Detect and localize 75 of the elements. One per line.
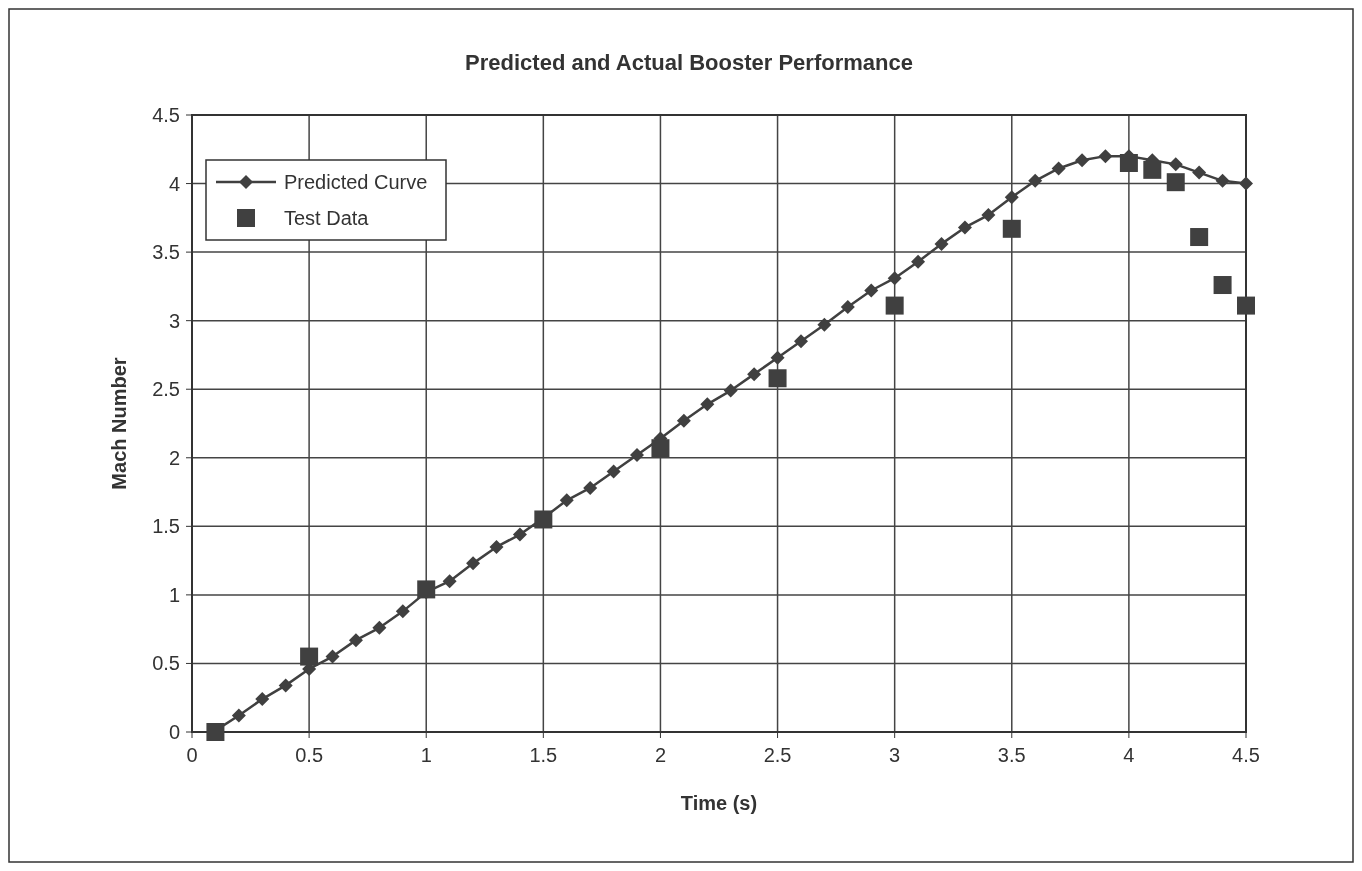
y-tick-label: 2.5	[152, 378, 180, 401]
x-tick-label: 2	[654, 744, 667, 766]
y-axis-title: Mach Number	[108, 357, 130, 490]
point	[1192, 165, 1207, 180]
point	[466, 556, 481, 571]
point	[1237, 296, 1255, 315]
point	[630, 448, 645, 463]
y-tick-label: 4	[168, 172, 180, 195]
point	[583, 480, 598, 495]
chart-title: Predicted and Actual Booster Performance	[465, 50, 913, 75]
y-tick-label: 3	[168, 309, 180, 332]
point	[723, 383, 738, 398]
x-tick-label: 3	[889, 744, 901, 766]
point	[911, 254, 926, 269]
point	[372, 620, 387, 635]
point	[1075, 153, 1090, 168]
point	[768, 369, 787, 388]
y-tick-label: 0.5	[152, 652, 180, 675]
point	[1143, 160, 1162, 179]
y-tick-label: 2	[168, 446, 180, 469]
x-axis-title: Time (s)	[680, 792, 758, 814]
x-tick-label: 0	[186, 744, 198, 766]
x-tick-label: 4.5	[1232, 744, 1260, 766]
point	[1098, 149, 1113, 164]
point	[1213, 276, 1232, 295]
point	[417, 580, 436, 599]
point	[1028, 173, 1043, 188]
point	[651, 439, 670, 458]
point	[981, 208, 996, 223]
x-tick-label: 2.5	[763, 744, 792, 766]
point	[1004, 190, 1019, 205]
point	[300, 647, 319, 666]
x-tick-label: 4	[1123, 744, 1135, 766]
point	[1190, 228, 1209, 247]
point	[1239, 176, 1253, 191]
point	[1168, 157, 1183, 172]
point	[231, 708, 246, 723]
point	[817, 317, 832, 332]
point	[676, 413, 691, 428]
x-tick-label: 0.5	[295, 744, 324, 766]
point	[864, 283, 879, 298]
point	[747, 367, 762, 382]
point	[1051, 161, 1066, 176]
point	[934, 236, 949, 251]
point	[325, 649, 340, 664]
point	[957, 220, 972, 235]
point	[840, 299, 855, 314]
point	[512, 527, 527, 542]
point	[1166, 173, 1185, 192]
point	[559, 493, 574, 508]
point	[395, 604, 410, 619]
y-tick-label: 3.5	[152, 241, 180, 264]
legend-label: Test Data	[284, 207, 370, 229]
point	[278, 678, 293, 693]
y-tick-label: 1	[168, 583, 180, 606]
x-tick-label: 1.5	[529, 744, 558, 766]
point	[606, 464, 621, 479]
point	[770, 350, 785, 365]
point	[885, 296, 904, 315]
point	[793, 334, 808, 349]
point	[442, 574, 457, 589]
x-tick-label: 3.5	[997, 744, 1026, 766]
point	[887, 271, 902, 286]
point	[489, 539, 504, 554]
point	[1215, 173, 1230, 188]
point	[1119, 153, 1138, 172]
y-tick-label: 4.5	[152, 104, 180, 126]
x-tick-label: 1	[420, 744, 432, 766]
point	[348, 633, 363, 648]
y-tick-label: 1.5	[152, 515, 180, 538]
point	[700, 397, 715, 412]
legend-label: Predicted Curve	[284, 171, 428, 193]
point	[255, 692, 270, 707]
y-tick-label: 0	[168, 721, 180, 743]
point	[1002, 219, 1021, 238]
